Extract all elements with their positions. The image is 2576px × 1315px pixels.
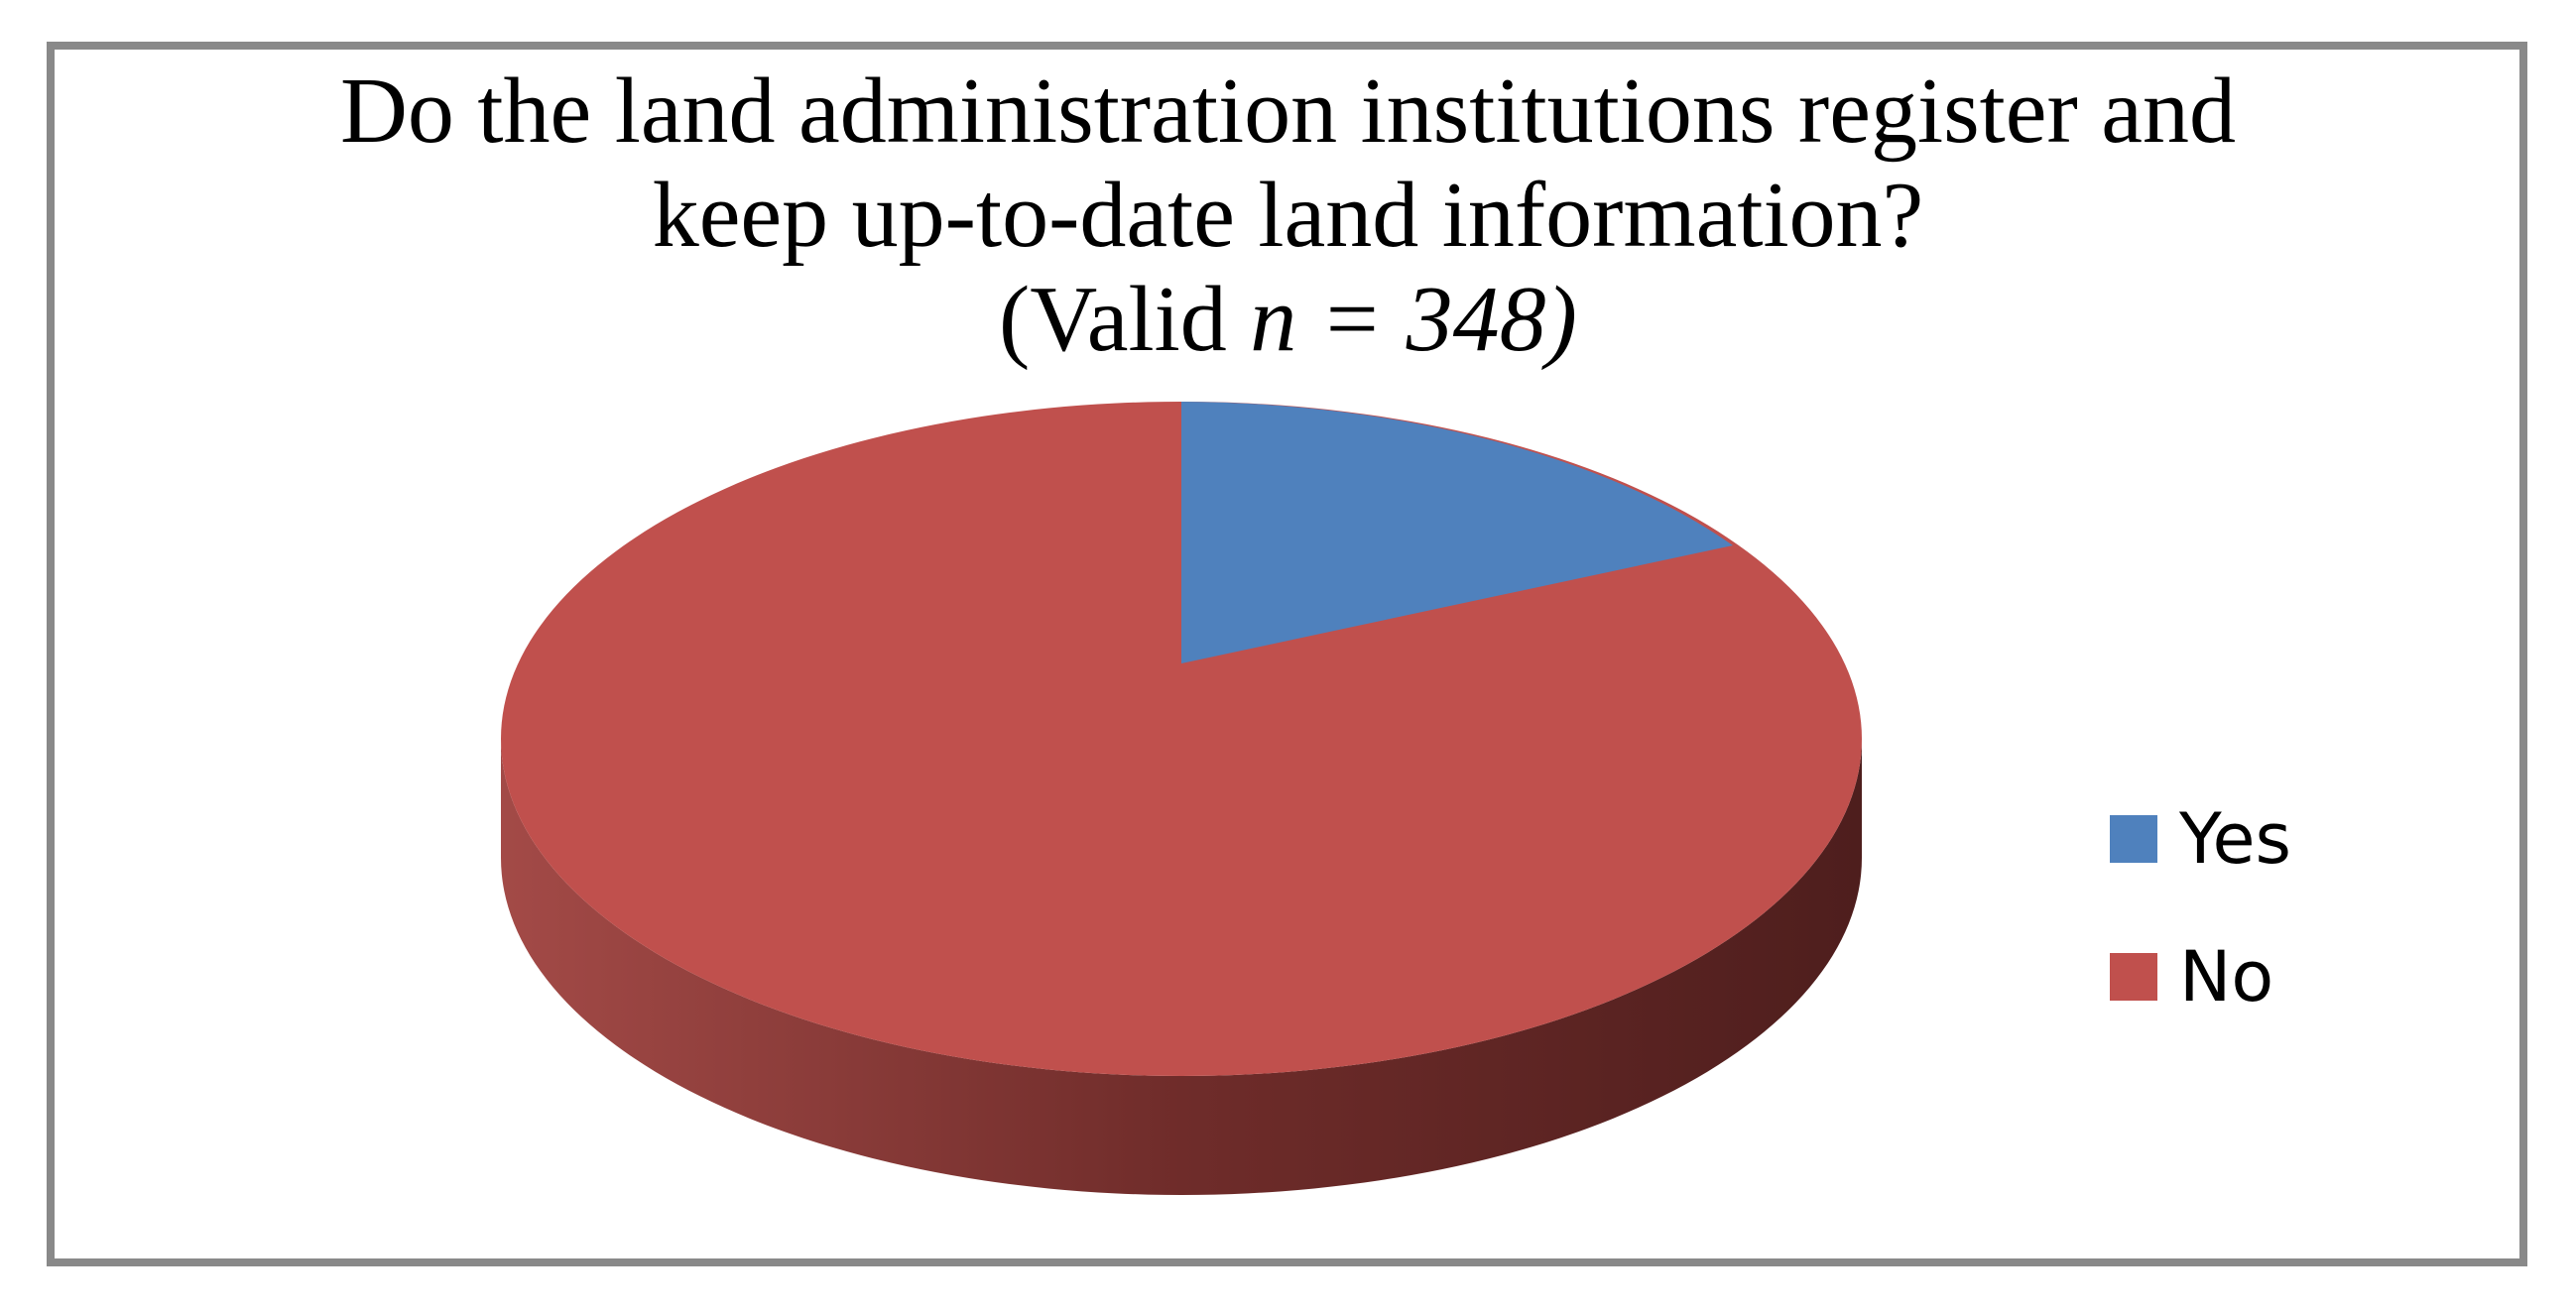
chart-title: Do the land administration institutions … [0, 60, 2576, 372]
legend-label-yes: Yes [2179, 798, 2291, 880]
legend-swatch-yes [2110, 815, 2157, 863]
chart-subtitle-n-value: n = 348) [1250, 268, 1577, 371]
chart-subtitle: (Valid n = 348) [0, 268, 2576, 372]
legend-item-no: No [2110, 942, 2291, 1012]
pie-side-3d [501, 739, 1862, 1195]
legend-swatch-no [2110, 953, 2157, 1001]
chart-title-line-2: keep up-to-date land information? [652, 164, 1924, 267]
chart-subtitle-prefix: (Valid [999, 268, 1251, 371]
legend: Yes No [2110, 804, 2291, 1012]
chart-border-frame [47, 42, 2527, 1266]
legend-item-yes: Yes [2110, 804, 2291, 874]
legend-label-no: No [2179, 936, 2274, 1017]
chart-title-line-1: Do the land administration institutions … [339, 60, 2237, 163]
pie-slice-yes [1181, 402, 1733, 663]
